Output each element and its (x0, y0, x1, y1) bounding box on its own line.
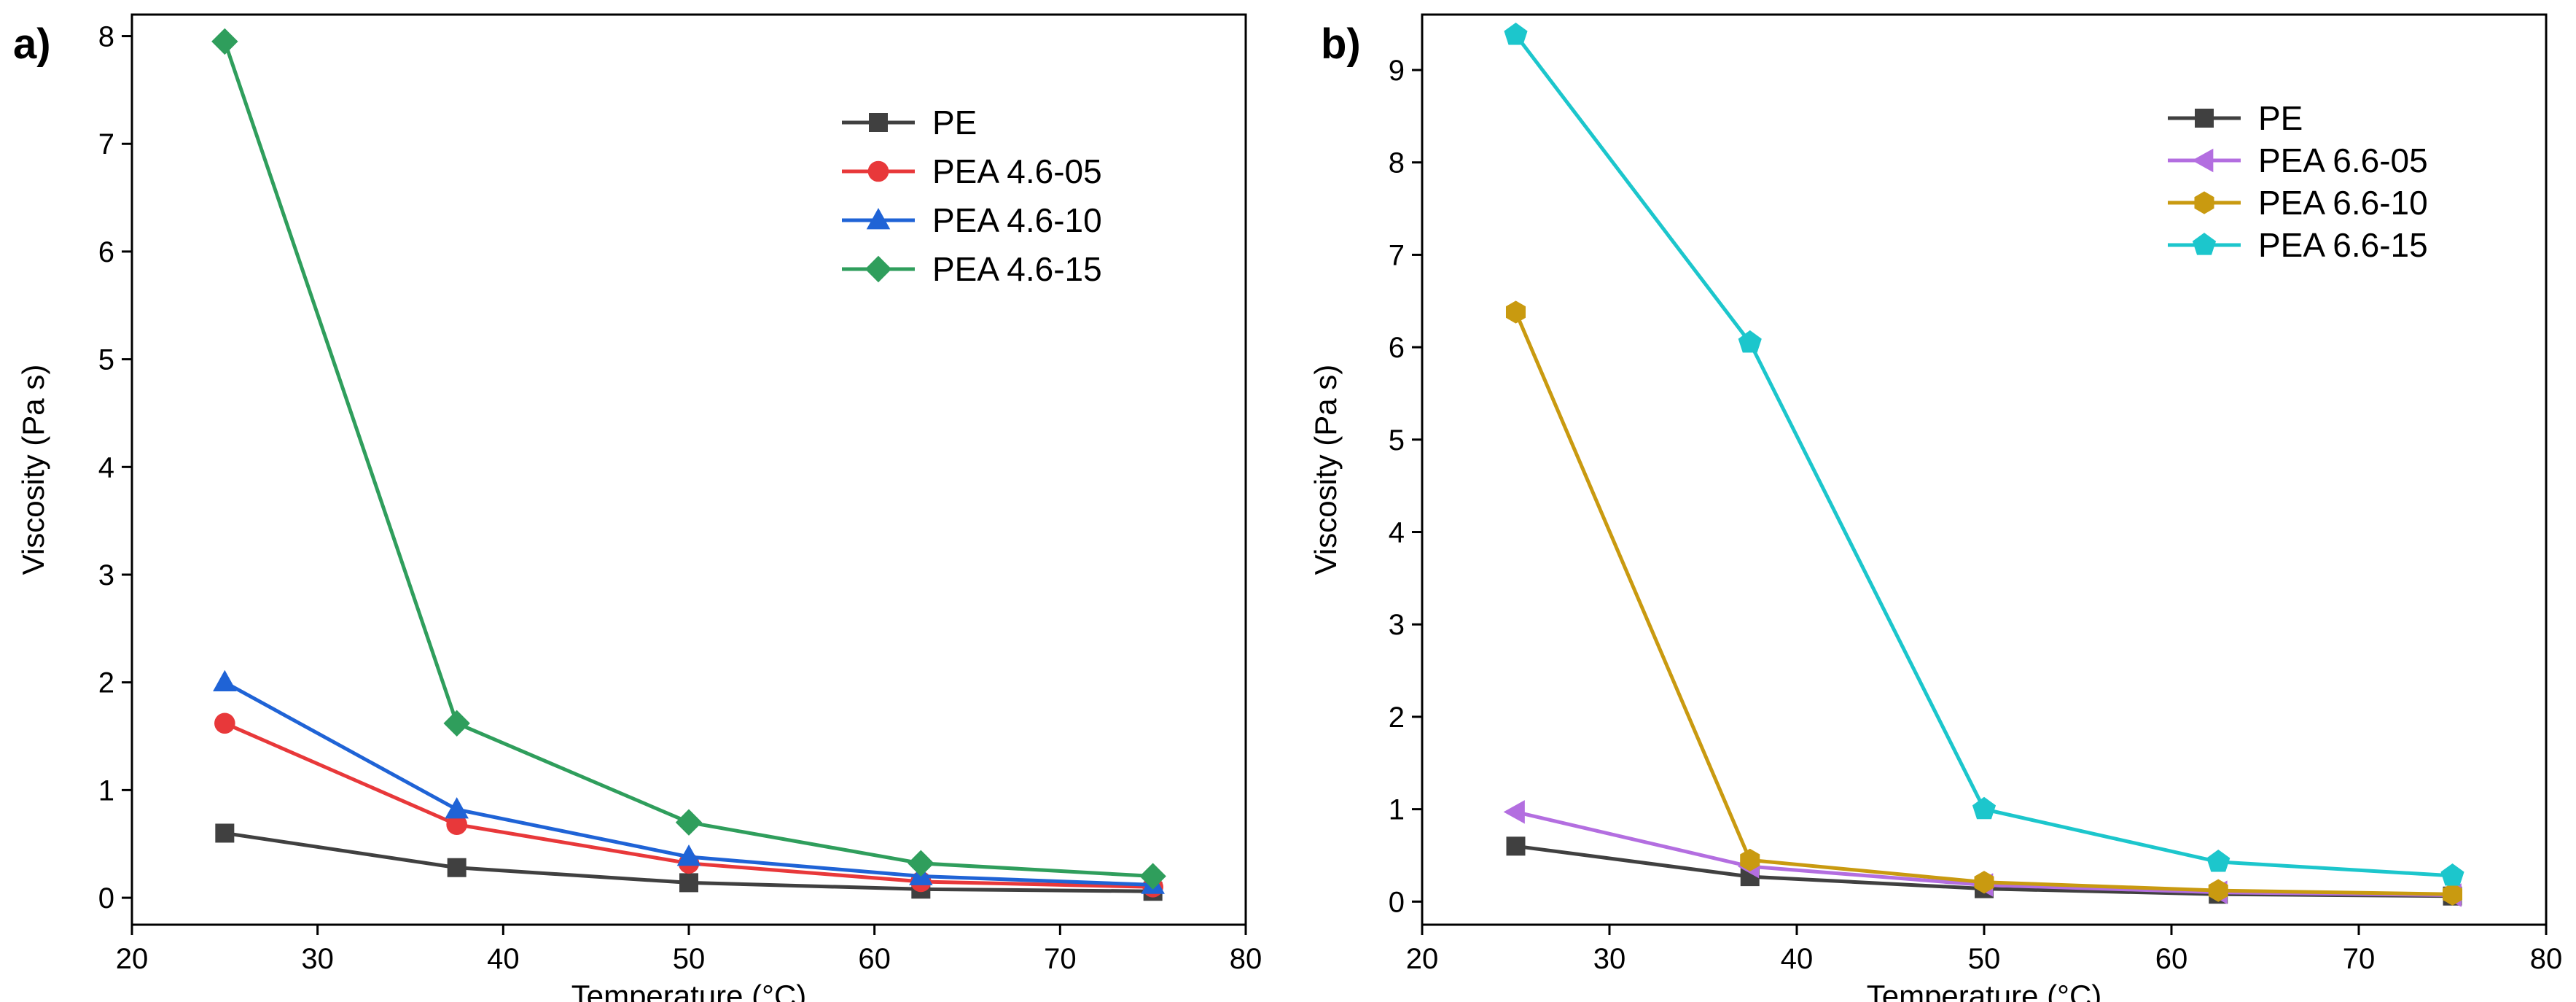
x-tick-label: 30 (1593, 943, 1626, 975)
legend-label: PEA 6.6-15 (2258, 226, 2428, 264)
y-tick-label: 9 (1389, 55, 1405, 87)
x-tick-label: 30 (301, 943, 334, 975)
legend-item: PEA 4.6-10 (842, 201, 1102, 239)
legend-marker (867, 160, 889, 182)
y-tick-label: 2 (98, 667, 114, 699)
series-pea-6-6-10 (1505, 300, 2463, 906)
legend: PE PEA 4.6-05 PEA 4.6-10 PEA 4.6-15 (842, 104, 1102, 288)
y-tick-label: 0 (1389, 886, 1405, 918)
data-point (1505, 300, 1526, 324)
series-pea-4-6-15 (211, 28, 1166, 890)
y-tick-label: 3 (98, 559, 114, 591)
data-point (446, 814, 467, 835)
y-tick-label: 3 (1389, 609, 1405, 641)
legend-item: PEA 4.6-15 (842, 250, 1102, 288)
data-point (445, 797, 469, 819)
legend-label: PE (2258, 99, 2303, 137)
legend-marker (2195, 109, 2214, 128)
y-tick-label: 6 (1389, 332, 1405, 364)
y-tick-label: 6 (98, 236, 114, 268)
legend-item: PEA 4.6-05 (842, 152, 1102, 190)
legend-item: PEA 6.6-15 (2168, 226, 2428, 264)
y-tick-label: 2 (1389, 702, 1405, 734)
data-point (908, 850, 934, 877)
y-tick-label: 8 (1389, 147, 1405, 179)
x-tick-label: 50 (1968, 943, 2001, 975)
legend-marker (864, 255, 892, 283)
panel-label: b) (1321, 20, 1361, 68)
data-point (211, 28, 238, 55)
legend-item: PE (842, 104, 977, 141)
x-tick-label: 40 (1781, 943, 1814, 975)
data-point (1974, 871, 1994, 894)
data-point (2440, 863, 2464, 886)
y-tick-label: 1 (1389, 794, 1405, 826)
data-point (443, 710, 470, 737)
data-point (676, 844, 701, 866)
x-tick-label: 70 (1044, 943, 1077, 975)
data-point (1972, 796, 1997, 820)
y-tick-label: 1 (98, 774, 114, 807)
legend-label: PEA 4.6-15 (932, 250, 1102, 288)
legend-marker (2194, 191, 2214, 214)
data-point (679, 873, 698, 893)
data-point (1504, 22, 1528, 45)
legend-label: PEA 6.6-10 (2258, 184, 2428, 222)
y-tick-label: 5 (98, 344, 114, 376)
y-tick-label: 5 (1389, 424, 1405, 457)
legend-label: PE (932, 104, 977, 141)
data-point (2206, 849, 2230, 872)
data-point (1740, 848, 1760, 871)
y-axis-title: Viscosity (Pa s) (16, 365, 50, 575)
data-point (1738, 330, 1762, 353)
data-point (1139, 863, 1166, 890)
chart-panel-b: 20 30 40 50 60 70 80 0 1 2 3 4 5 6 7 8 9 Temperature (°C)… (1308, 13, 2563, 1002)
legend-label: PEA 6.6-05 (2258, 141, 2428, 179)
data-point (2442, 882, 2463, 906)
data-point (1503, 800, 1525, 824)
x-axis-title: Temperature (°C) (571, 979, 807, 1002)
legend-item: PEA 6.6-10 (2168, 184, 2428, 222)
data-point (214, 712, 235, 734)
panel-label: a) (13, 20, 51, 68)
legend-item: PE (2168, 99, 2303, 137)
data-point (1506, 836, 1526, 856)
x-tick-label: 50 (673, 943, 706, 975)
legend-marker (2192, 233, 2217, 255)
legend: PE PEA 6.6-05 PEA 6.6-10 PEA 6.6-15 (2168, 99, 2428, 264)
series-pea-6-6-15 (1504, 22, 2464, 886)
x-tick-label: 20 (1406, 943, 1439, 975)
x-tick-label: 60 (2155, 943, 2188, 975)
data-point (447, 858, 467, 877)
chart-panel-a: 20 30 40 50 60 70 80 0 1 2 3 4 5 6 7 8 Temperature (°C) V… (13, 13, 1262, 1002)
y-tick-label: 4 (1389, 517, 1405, 549)
x-tick-label: 80 (2530, 943, 2563, 975)
legend-marker (866, 208, 891, 230)
data-point (215, 823, 235, 843)
legend-marker (2192, 148, 2214, 173)
legend-item: PEA 6.6-05 (2168, 141, 2428, 179)
x-tick-label: 40 (487, 943, 520, 975)
plot-frame (130, 13, 1247, 926)
legend-marker (869, 113, 888, 132)
y-tick-label: 8 (98, 21, 114, 53)
x-tick-label: 70 (2343, 943, 2376, 975)
y-axis-title: Viscosity (Pa s) (1308, 365, 1343, 575)
x-tick-label: 80 (1230, 943, 1262, 975)
x-tick-label: 60 (858, 943, 891, 975)
x-axis-title: Temperature (°C) (1867, 979, 2102, 1002)
legend-label: PEA 4.6-10 (932, 201, 1102, 239)
y-tick-label: 7 (98, 128, 114, 160)
y-tick-label: 7 (1389, 239, 1405, 271)
y-tick-label: 4 (98, 451, 114, 483)
data-point (675, 809, 703, 836)
data-point (2208, 879, 2228, 902)
legend-label: PEA 4.6-05 (932, 152, 1102, 190)
data-point (213, 669, 237, 692)
y-tick-label: 0 (98, 882, 114, 914)
x-tick-label: 20 (116, 943, 149, 975)
